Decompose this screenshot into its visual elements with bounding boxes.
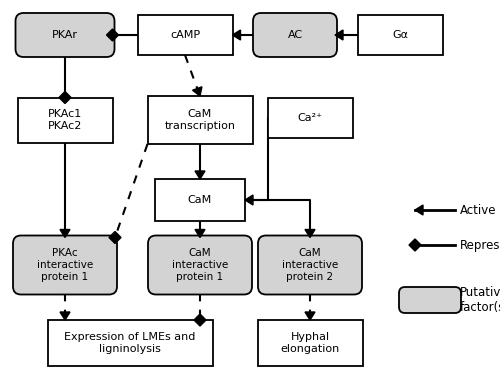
Polygon shape [305, 230, 315, 237]
FancyBboxPatch shape [18, 98, 112, 142]
FancyBboxPatch shape [258, 236, 362, 294]
Polygon shape [60, 312, 70, 320]
Text: Gα: Gα [392, 30, 408, 40]
FancyBboxPatch shape [399, 287, 461, 313]
Text: CaM
interactive
protein 2: CaM interactive protein 2 [282, 248, 338, 282]
Polygon shape [415, 205, 423, 215]
FancyBboxPatch shape [16, 13, 114, 57]
Polygon shape [232, 30, 240, 40]
FancyBboxPatch shape [253, 13, 337, 57]
Polygon shape [106, 29, 118, 41]
FancyBboxPatch shape [268, 98, 352, 138]
FancyBboxPatch shape [358, 15, 442, 55]
Text: Putative
factor(s): Putative factor(s) [460, 285, 500, 315]
Polygon shape [195, 230, 205, 237]
Polygon shape [195, 171, 205, 179]
Polygon shape [305, 312, 315, 320]
FancyBboxPatch shape [155, 179, 245, 221]
Text: Expression of LMEs and
ligninolysis: Expression of LMEs and ligninolysis [64, 332, 196, 354]
Polygon shape [59, 92, 71, 104]
Text: CaM: CaM [188, 195, 212, 205]
Polygon shape [245, 195, 253, 205]
Text: AC: AC [288, 30, 302, 40]
FancyBboxPatch shape [148, 236, 252, 294]
FancyBboxPatch shape [13, 236, 117, 294]
Text: PKAc
interactive
protein 1: PKAc interactive protein 1 [37, 248, 93, 282]
Polygon shape [194, 314, 206, 326]
Text: Active: Active [460, 203, 496, 217]
Text: PKAc1
PKAc2: PKAc1 PKAc2 [48, 109, 82, 131]
Text: Hyphal
elongation: Hyphal elongation [280, 332, 340, 354]
Text: cAMP: cAMP [170, 30, 200, 40]
Polygon shape [60, 230, 70, 237]
FancyBboxPatch shape [138, 15, 232, 55]
Polygon shape [109, 232, 121, 243]
Text: CaM
interactive
protein 1: CaM interactive protein 1 [172, 248, 228, 282]
Polygon shape [409, 239, 421, 251]
Text: Ca²⁺: Ca²⁺ [298, 113, 322, 123]
Polygon shape [335, 30, 343, 40]
Text: CaM
transcription: CaM transcription [164, 109, 236, 131]
FancyBboxPatch shape [148, 96, 252, 144]
FancyBboxPatch shape [258, 320, 362, 366]
Text: Repress: Repress [460, 239, 500, 251]
FancyBboxPatch shape [48, 320, 212, 366]
Text: PKAr: PKAr [52, 30, 78, 40]
Polygon shape [192, 87, 202, 96]
